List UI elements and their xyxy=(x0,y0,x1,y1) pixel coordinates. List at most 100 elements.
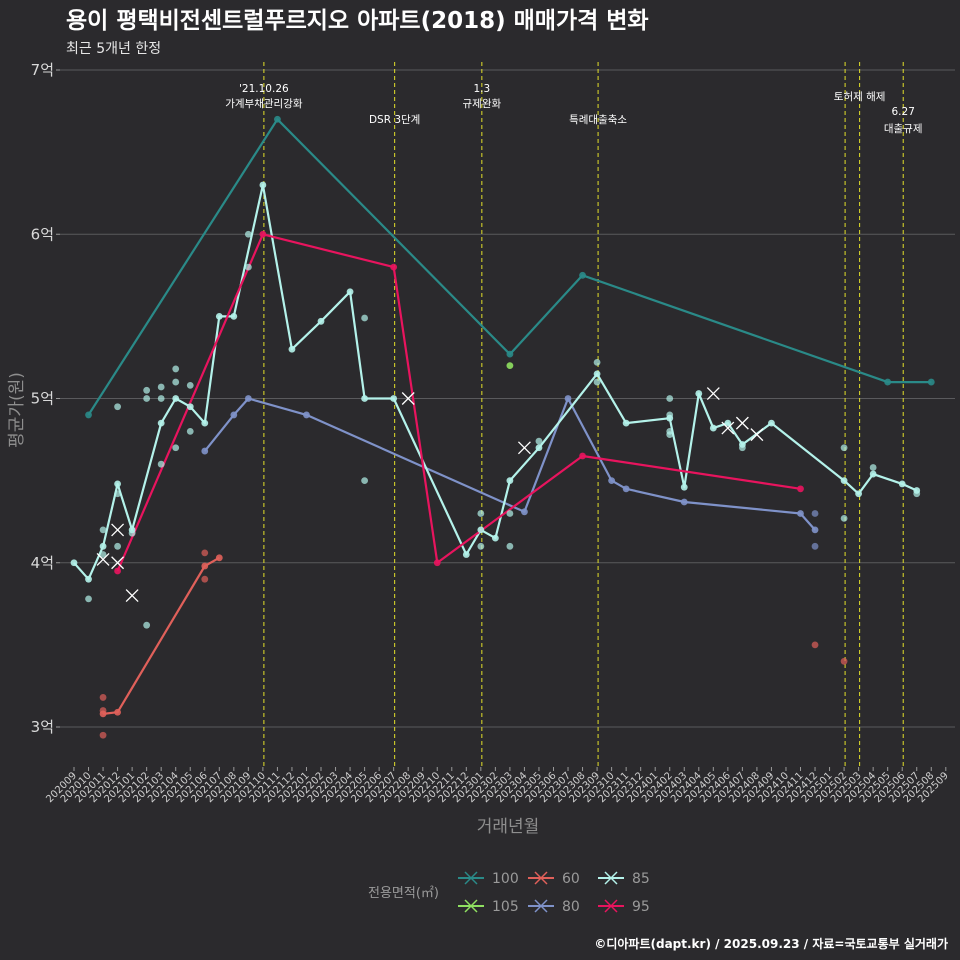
legend-label: 60 xyxy=(562,871,580,887)
avg-point-85 xyxy=(230,312,238,320)
legend-item-80: 80 xyxy=(528,899,580,915)
trade-point-85 xyxy=(157,395,165,402)
cross-mark-85 xyxy=(735,416,749,430)
avg-point-85 xyxy=(390,395,398,402)
trade-point-85 xyxy=(840,444,848,452)
avg-point-100 xyxy=(274,115,281,123)
legend-item-60: 60 xyxy=(528,871,580,887)
legend-label: 95 xyxy=(632,899,650,915)
avg-point-85 xyxy=(172,395,180,402)
trade-point-85 xyxy=(172,365,180,373)
avg-point-80 xyxy=(680,498,688,506)
avg-point-85 xyxy=(186,403,194,411)
trade-point-80 xyxy=(811,542,819,550)
trade-point-60 xyxy=(840,657,848,665)
legend: 100 105 60 80 85 95 xyxy=(458,871,650,915)
cross-mark-85 xyxy=(517,441,531,455)
trade-point-85 xyxy=(172,378,180,386)
cross-mark-85 xyxy=(401,392,415,405)
trade-point-85 xyxy=(869,464,877,471)
event-annotation: 특례대출축소 xyxy=(569,114,627,126)
trade-point-85 xyxy=(506,510,514,517)
avg-point-85 xyxy=(666,414,674,422)
event-annotation: 6.27 xyxy=(892,106,915,118)
cross-mark-85 xyxy=(96,553,110,566)
avg-point-85 xyxy=(738,441,746,448)
legend-label: 85 xyxy=(632,871,650,887)
trade-point-85 xyxy=(114,490,121,498)
trade-point-85 xyxy=(99,526,107,534)
avg-point-85 xyxy=(215,312,223,320)
cross-mark-85 xyxy=(125,589,139,603)
trade-point-60 xyxy=(99,694,107,701)
avg-point-85 xyxy=(869,470,877,478)
avg-point-85 xyxy=(680,483,688,491)
avg-point-80 xyxy=(303,411,310,419)
avg-point-85 xyxy=(70,559,78,567)
legend-title: 전용면적(㎡) xyxy=(368,886,439,901)
trade-point-85 xyxy=(535,437,543,445)
event-annotation: 대출규제 xyxy=(884,123,923,135)
avg-point-85 xyxy=(709,424,717,432)
avg-point-85 xyxy=(855,490,863,498)
gridlines xyxy=(60,69,955,728)
event-annotation: DSR 3단계 xyxy=(369,114,420,126)
avg-point-85 xyxy=(898,480,906,488)
avg-point-85 xyxy=(317,317,325,325)
trade-point-85 xyxy=(143,386,151,394)
trade-point-85 xyxy=(157,460,165,468)
avg-point-95 xyxy=(390,263,398,271)
series-line-85 xyxy=(73,183,918,581)
avg-point-95 xyxy=(433,559,441,567)
trade-point-85 xyxy=(186,427,194,435)
trade-point-85 xyxy=(114,403,121,411)
cross-mark-85 xyxy=(706,387,720,401)
avg-point-105 xyxy=(506,362,514,370)
legend-label: 80 xyxy=(562,899,580,915)
legend-label: 100 xyxy=(492,871,519,887)
avg-point-100 xyxy=(85,411,92,419)
data-points xyxy=(70,115,935,739)
y-tick-label: 6억 xyxy=(31,225,54,243)
avg-point-95 xyxy=(797,485,804,493)
avg-point-85 xyxy=(259,181,267,189)
avg-point-80 xyxy=(244,395,252,402)
trade-point-85 xyxy=(99,551,107,558)
trade-point-85 xyxy=(361,477,368,485)
avg-point-85 xyxy=(201,419,209,427)
avg-point-95 xyxy=(114,567,121,575)
legend-item-100: 100 xyxy=(458,871,519,887)
avg-point-80 xyxy=(230,411,238,419)
avg-point-85 xyxy=(593,370,601,378)
y-axis-ticks: 3억 4억 5억 6억 7억 xyxy=(31,61,60,736)
y-tick-label: 4억 xyxy=(31,554,54,572)
avg-point-100 xyxy=(579,271,586,279)
avg-point-85 xyxy=(535,444,543,452)
avg-point-85 xyxy=(913,487,921,494)
avg-point-80 xyxy=(201,447,209,455)
trade-point-85 xyxy=(85,595,92,603)
trade-point-85 xyxy=(593,358,601,366)
event-annotation: 1.3 xyxy=(473,83,490,95)
trade-point-85 xyxy=(840,515,848,522)
chart-title: 용이 평택비전센트럴푸르지오 아파트(2018) 매매가격 변화 xyxy=(66,8,649,34)
avg-point-85 xyxy=(157,419,165,427)
trade-point-85 xyxy=(143,621,151,629)
event-annotation: 토허제 해제 xyxy=(834,90,886,103)
avg-point-85 xyxy=(840,477,848,485)
trade-point-85 xyxy=(244,263,252,271)
avg-point-60 xyxy=(201,562,209,570)
legend-item-85: 85 xyxy=(598,871,650,887)
caption: ©디아파트(dapt.kr) / 2025.09.23 / 자료=국토교통부 실… xyxy=(594,936,948,951)
event-annotation: '21.10.26 xyxy=(239,83,289,95)
avg-point-95 xyxy=(579,452,586,460)
event-annotation: 가계부채관리강화 xyxy=(225,98,303,110)
trade-point-85 xyxy=(143,395,151,402)
avg-point-85 xyxy=(85,575,92,583)
trade-point-80 xyxy=(811,510,819,517)
y-tick-label: 5억 xyxy=(31,390,54,408)
y-axis-title: 평균가(원) xyxy=(7,372,27,448)
series-line-60 xyxy=(102,556,220,715)
avg-point-85 xyxy=(128,526,136,534)
